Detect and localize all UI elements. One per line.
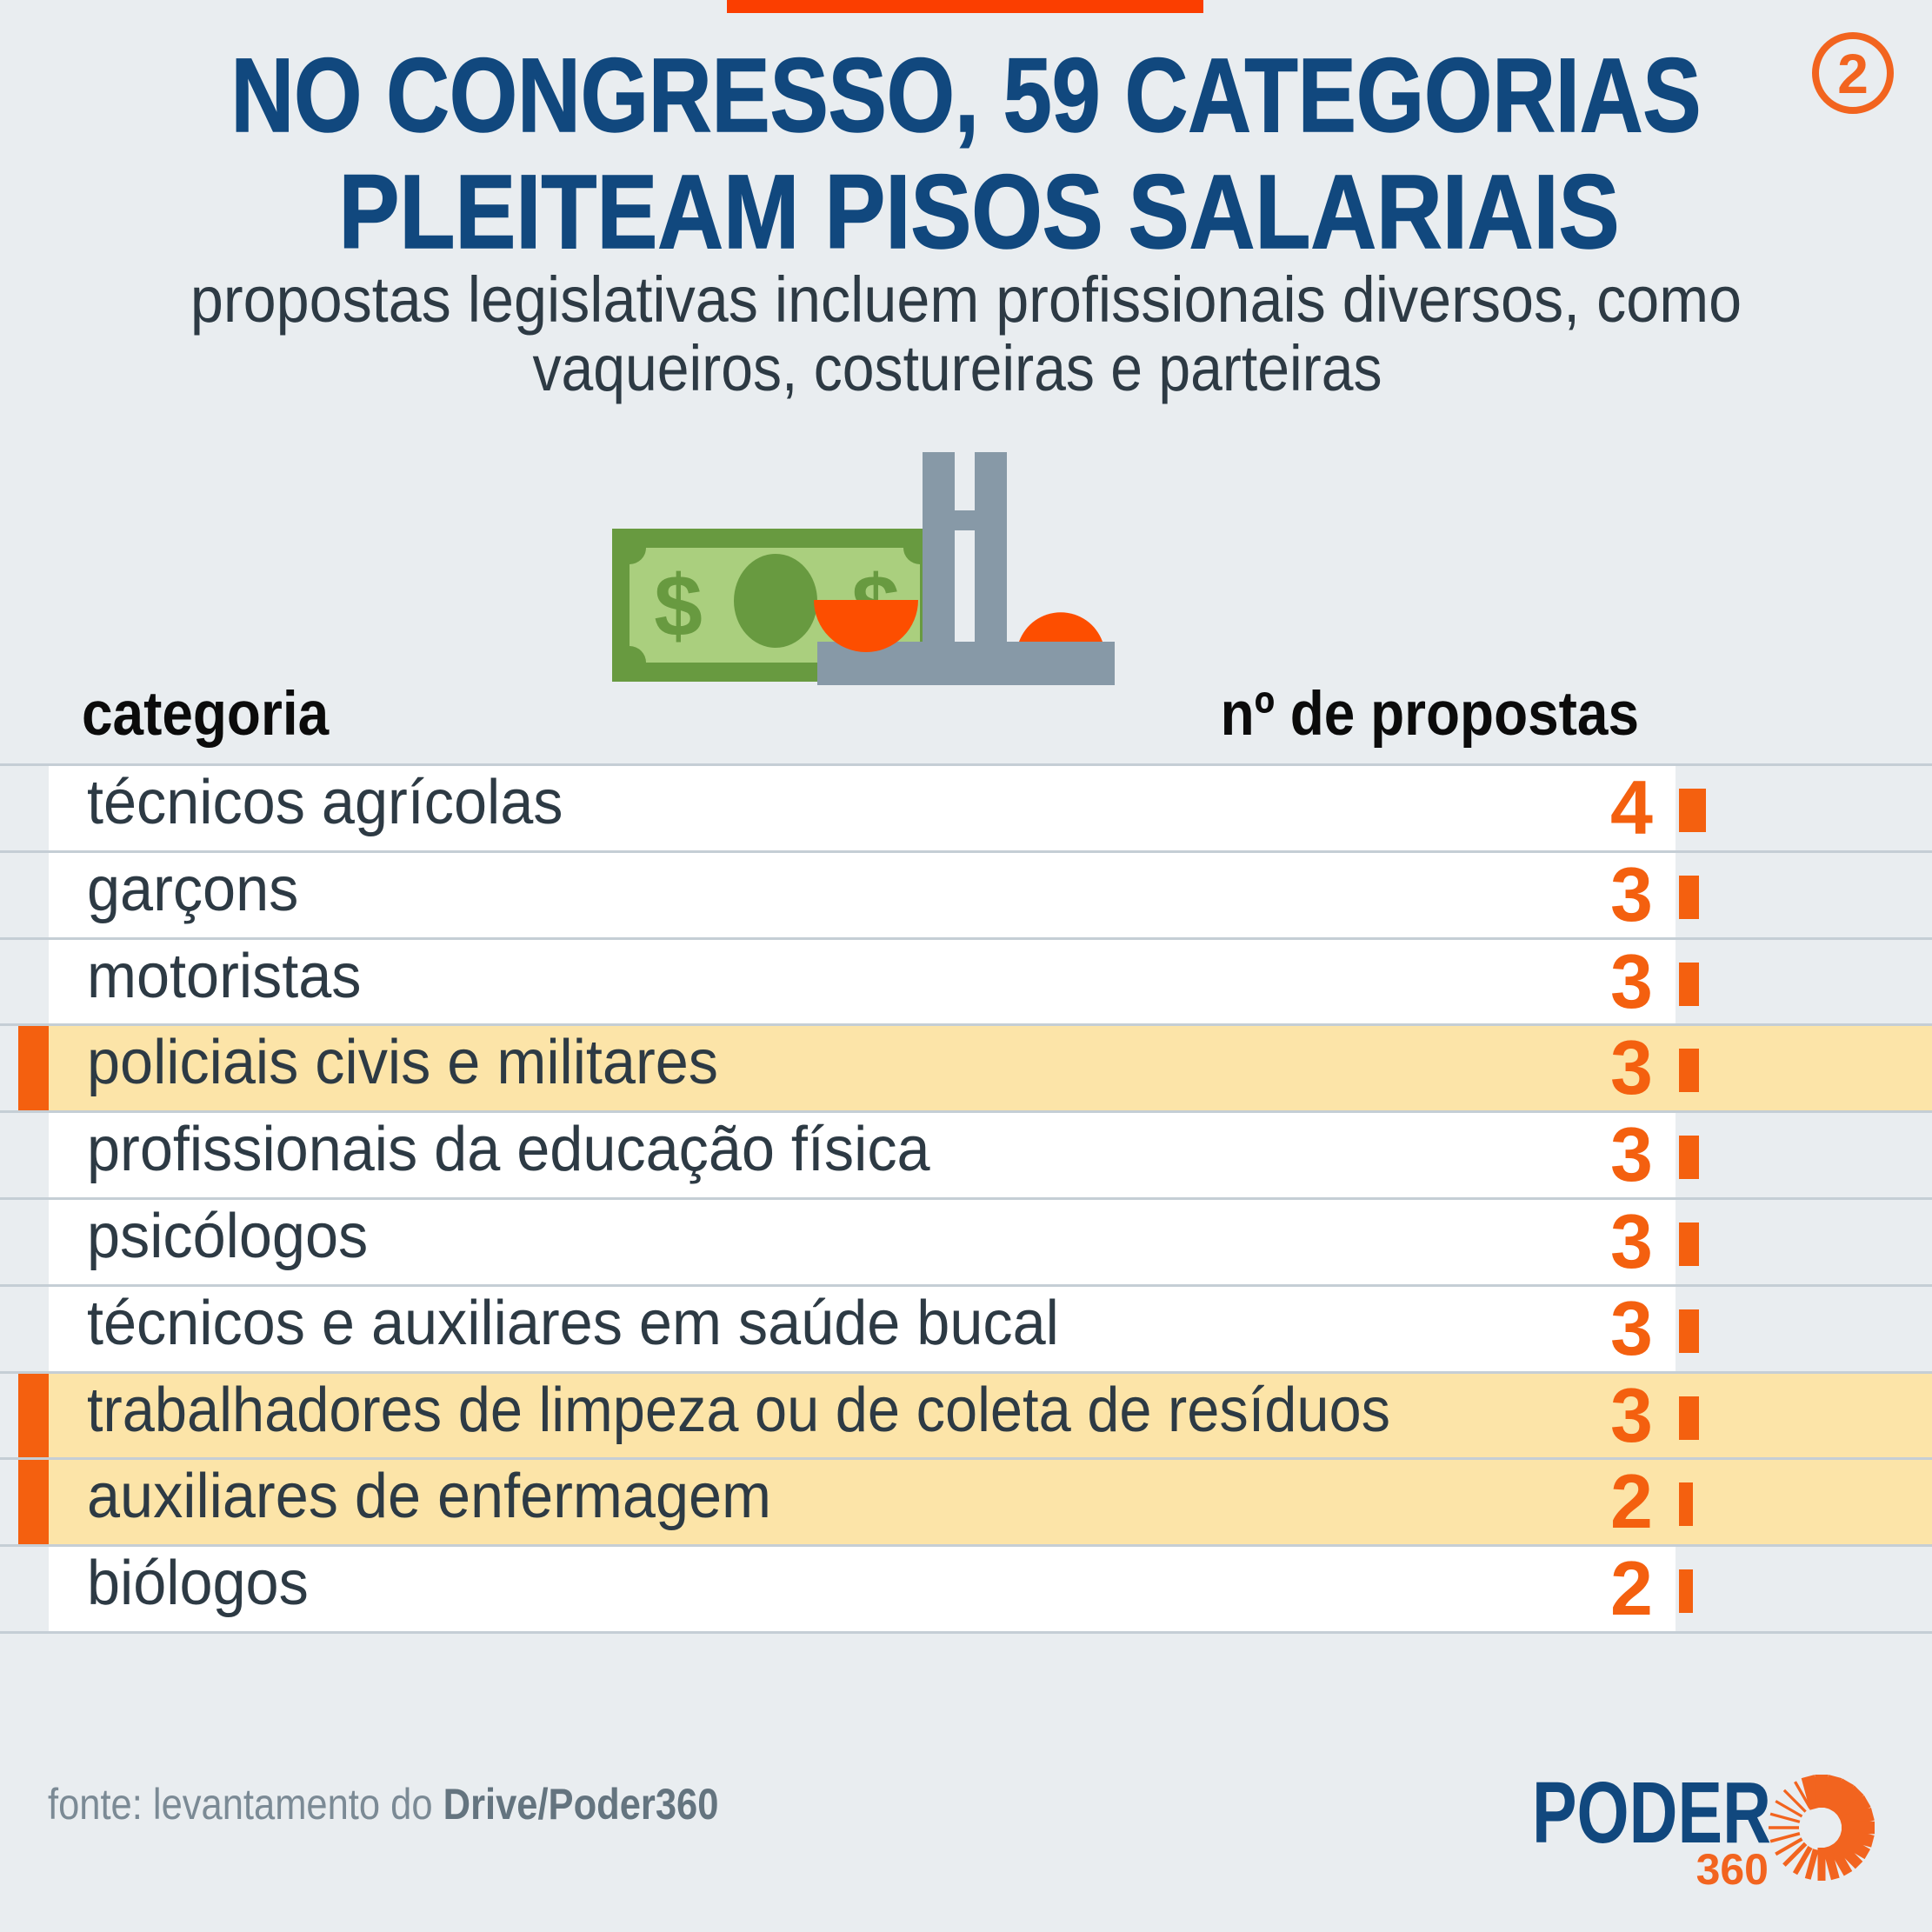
svg-text:$: $ <box>654 557 703 655</box>
